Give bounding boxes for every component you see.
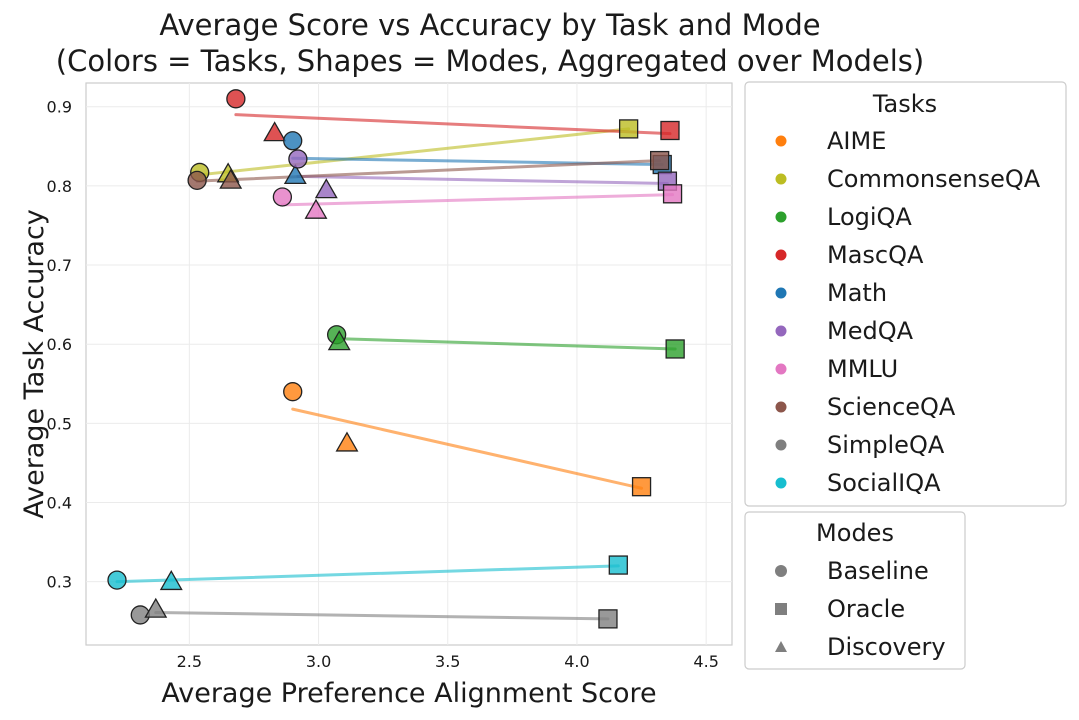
trend-line-socialiqa <box>115 564 620 584</box>
legend-label-logiqa: LogiQA <box>827 203 912 231</box>
point-medqa-baseline <box>288 149 308 169</box>
legend-swatch-mmlu <box>775 363 787 375</box>
tasks-legend-title: Tasks <box>872 90 937 118</box>
legend-swatch-baseline <box>775 565 787 577</box>
point-mmlu-discovery <box>304 198 328 219</box>
legend-label-simpleqa: SimpleQA <box>827 431 945 459</box>
legend-label-socialiqa: SocialIQA <box>827 469 941 497</box>
point-medqa-discovery <box>314 178 338 199</box>
legend-swatch-simpleqa <box>775 439 787 451</box>
point-aime-oracle <box>631 477 652 497</box>
trend-line-simpleqa <box>154 611 610 621</box>
y-tick-label: 0.9 <box>47 98 72 117</box>
point-math-discovery <box>283 163 307 185</box>
legend-swatch-medqa <box>775 325 787 337</box>
chart-title-line2: (Colors = Tasks, Shapes = Modes, Aggrega… <box>56 44 924 78</box>
trend-line-scienceqa <box>195 159 662 183</box>
modes-legend: Modes Baseline Oracle Discovery <box>744 511 966 670</box>
y-tick-label: 0.6 <box>47 335 72 354</box>
y-tick-label: 0.5 <box>47 414 72 433</box>
legend-swatch-logiqa <box>775 211 787 223</box>
point-aime-baseline <box>283 382 303 402</box>
chart-title-line1: Average Score vs Accuracy by Task and Mo… <box>159 8 820 42</box>
point-socialiqa-discovery <box>159 570 183 591</box>
point-scienceqa-oracle <box>649 150 670 171</box>
tasks-legend-items: AIME CommonsenseQA LogiQA MascQA Math MedQA MM… <box>775 127 1041 497</box>
legend-swatch-commonsenseqa <box>775 173 787 185</box>
point-mascqa-baseline <box>226 89 246 109</box>
point-socialiqa-baseline <box>107 570 127 590</box>
point-simpleqa-discovery <box>144 597 168 618</box>
x-axis-label: Average Preference Alignment Score <box>161 678 656 709</box>
x-tick-label: 4.5 <box>693 652 718 671</box>
trend-line-logiqa <box>335 337 677 351</box>
point-commonsenseqa-oracle <box>618 119 639 139</box>
point-logiqa-discovery <box>327 330 351 351</box>
legend-label-commonsenseqa: CommonsenseQA <box>827 165 1041 193</box>
point-scienceqa-baseline <box>187 170 207 191</box>
point-logiqa-oracle <box>665 339 685 359</box>
trend-line-aime <box>291 407 644 490</box>
y-axis-label: Average Task Accuracy <box>19 209 50 519</box>
legend-label-aime: AIME <box>827 127 886 155</box>
axis-ticks: 2.5 3.0 3.5 4.0 4.5 0.3 0.4 0.5 0.6 0.7 0.8 0.9 <box>47 98 719 671</box>
modes-legend-box <box>744 511 966 670</box>
y-tick-label: 0.4 <box>47 494 72 513</box>
point-aime-discovery <box>335 431 359 452</box>
legend-label-mascqa: MascQA <box>827 241 924 269</box>
tasks-legend-box <box>744 81 1067 507</box>
trend-line-medqa <box>296 174 669 186</box>
point-mmlu-baseline <box>272 187 293 207</box>
modes-legend-items: Baseline Oracle Discovery <box>775 557 946 661</box>
trend-line-mascqa <box>234 113 672 136</box>
point-mascqa-oracle <box>660 120 680 141</box>
grid-lines <box>86 83 732 645</box>
legend-swatch-scienceqa <box>775 401 787 413</box>
legend-label-oracle: Oracle <box>827 595 905 623</box>
plot-area-frame <box>85 82 733 646</box>
legend-swatch-mascqa <box>775 249 787 261</box>
trend-lines <box>115 113 677 621</box>
point-socialiqa-oracle <box>608 555 628 575</box>
x-tick-label: 3.0 <box>306 652 331 671</box>
trend-line-mmlu <box>280 193 675 207</box>
point-mascqa-discovery <box>263 121 287 142</box>
data-markers <box>107 89 685 629</box>
legend-swatch-discovery <box>775 641 787 652</box>
legend-swatch-math <box>775 287 787 299</box>
point-math-baseline <box>283 131 303 151</box>
legend-label-mmlu: MMLU <box>827 355 898 383</box>
x-tick-label: 3.5 <box>435 652 460 671</box>
modes-legend-title: Modes <box>816 519 894 547</box>
legend-swatch-oracle <box>775 603 787 615</box>
x-tick-label: 4.0 <box>564 652 589 671</box>
legend-label-baseline: Baseline <box>827 557 929 585</box>
y-tick-label: 0.7 <box>47 256 72 275</box>
point-scienceqa-discovery <box>219 168 243 189</box>
x-tick-label: 2.5 <box>177 652 202 671</box>
y-tick-label: 0.8 <box>47 177 72 196</box>
legend-swatch-socialiqa <box>775 477 787 489</box>
legend-label-math: Math <box>827 279 887 307</box>
legend-label-medqa: MedQA <box>827 317 914 345</box>
legend-label-scienceqa: ScienceQA <box>827 393 956 421</box>
tasks-legend: Tasks AIME CommonsenseQA LogiQA MascQA Math M… <box>744 81 1067 507</box>
y-tick-label: 0.3 <box>47 573 72 592</box>
legend-swatch-aime <box>775 135 787 147</box>
legend-label-discovery: Discovery <box>827 633 946 661</box>
trend-line-commonsenseqa <box>198 127 631 177</box>
point-simpleqa-oracle <box>598 609 618 629</box>
point-mmlu-oracle <box>662 184 683 204</box>
